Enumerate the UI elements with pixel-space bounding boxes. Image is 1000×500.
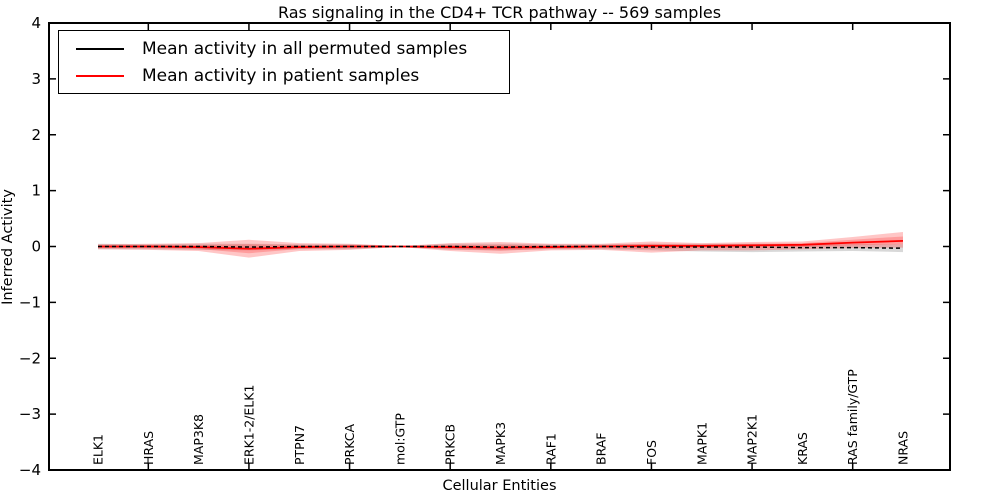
- x-category-label: NRAS: [896, 431, 911, 465]
- patient-line-swatch: [76, 74, 124, 77]
- y-tick-label: −3: [19, 405, 41, 423]
- legend-label-permuted: Mean activity in all permuted samples: [142, 38, 468, 59]
- y-tick-label: −1: [19, 293, 41, 311]
- y-tick-label: 3: [31, 70, 41, 88]
- chart-title: Ras signaling in the CD4+ TCR pathway --…: [277, 3, 722, 22]
- legend-entry-permuted: Mean activity in all permuted samples: [59, 36, 509, 62]
- x-category-label: BRAF: [594, 433, 609, 466]
- x-category-label: MAPK3: [493, 422, 508, 465]
- x-category-label: ERK1-2/ELK1: [241, 385, 256, 465]
- x-category-label: KRAS: [795, 432, 810, 465]
- x-category-label: MAP2K1: [745, 414, 760, 465]
- x-category-label: PTPN7: [292, 425, 307, 465]
- y-tick-label: −2: [19, 349, 41, 367]
- legend-label-patient: Mean activity in patient samples: [142, 65, 420, 86]
- x-category-label: MAP3K8: [191, 414, 206, 465]
- x-category-label: HRAS: [141, 431, 156, 465]
- permuted-line-swatch: [76, 47, 124, 50]
- x-category-label: RAS family/GTP: [845, 369, 860, 465]
- x-category-label: MAPK1: [694, 422, 709, 465]
- legend-entry-patient: Mean activity in patient samples: [59, 63, 509, 89]
- x-axis-label: Cellular Entities: [442, 478, 557, 494]
- y-axis-label: Inferred Activity: [0, 189, 16, 305]
- y-tick-label: 4: [31, 14, 41, 32]
- x-category-label: ELK1: [91, 434, 106, 465]
- x-category-label: PRKCA: [342, 424, 357, 465]
- y-tick-label: 2: [31, 126, 41, 144]
- x-category-label: mol:GTP: [392, 413, 407, 465]
- legend: Mean activity in all permuted samples Me…: [58, 30, 510, 94]
- y-tick-label: 1: [31, 182, 41, 200]
- patient-band-inner: [98, 236, 903, 254]
- permuted-mean-line: [98, 245, 904, 249]
- y-tick-label: −4: [19, 461, 41, 479]
- x-category-label: RAF1: [543, 433, 558, 465]
- x-category-label: PRKCB: [443, 424, 458, 465]
- patient-band-outer: [98, 231, 903, 258]
- x-category-label: FOS: [644, 440, 659, 465]
- y-tick-label: 0: [31, 238, 41, 256]
